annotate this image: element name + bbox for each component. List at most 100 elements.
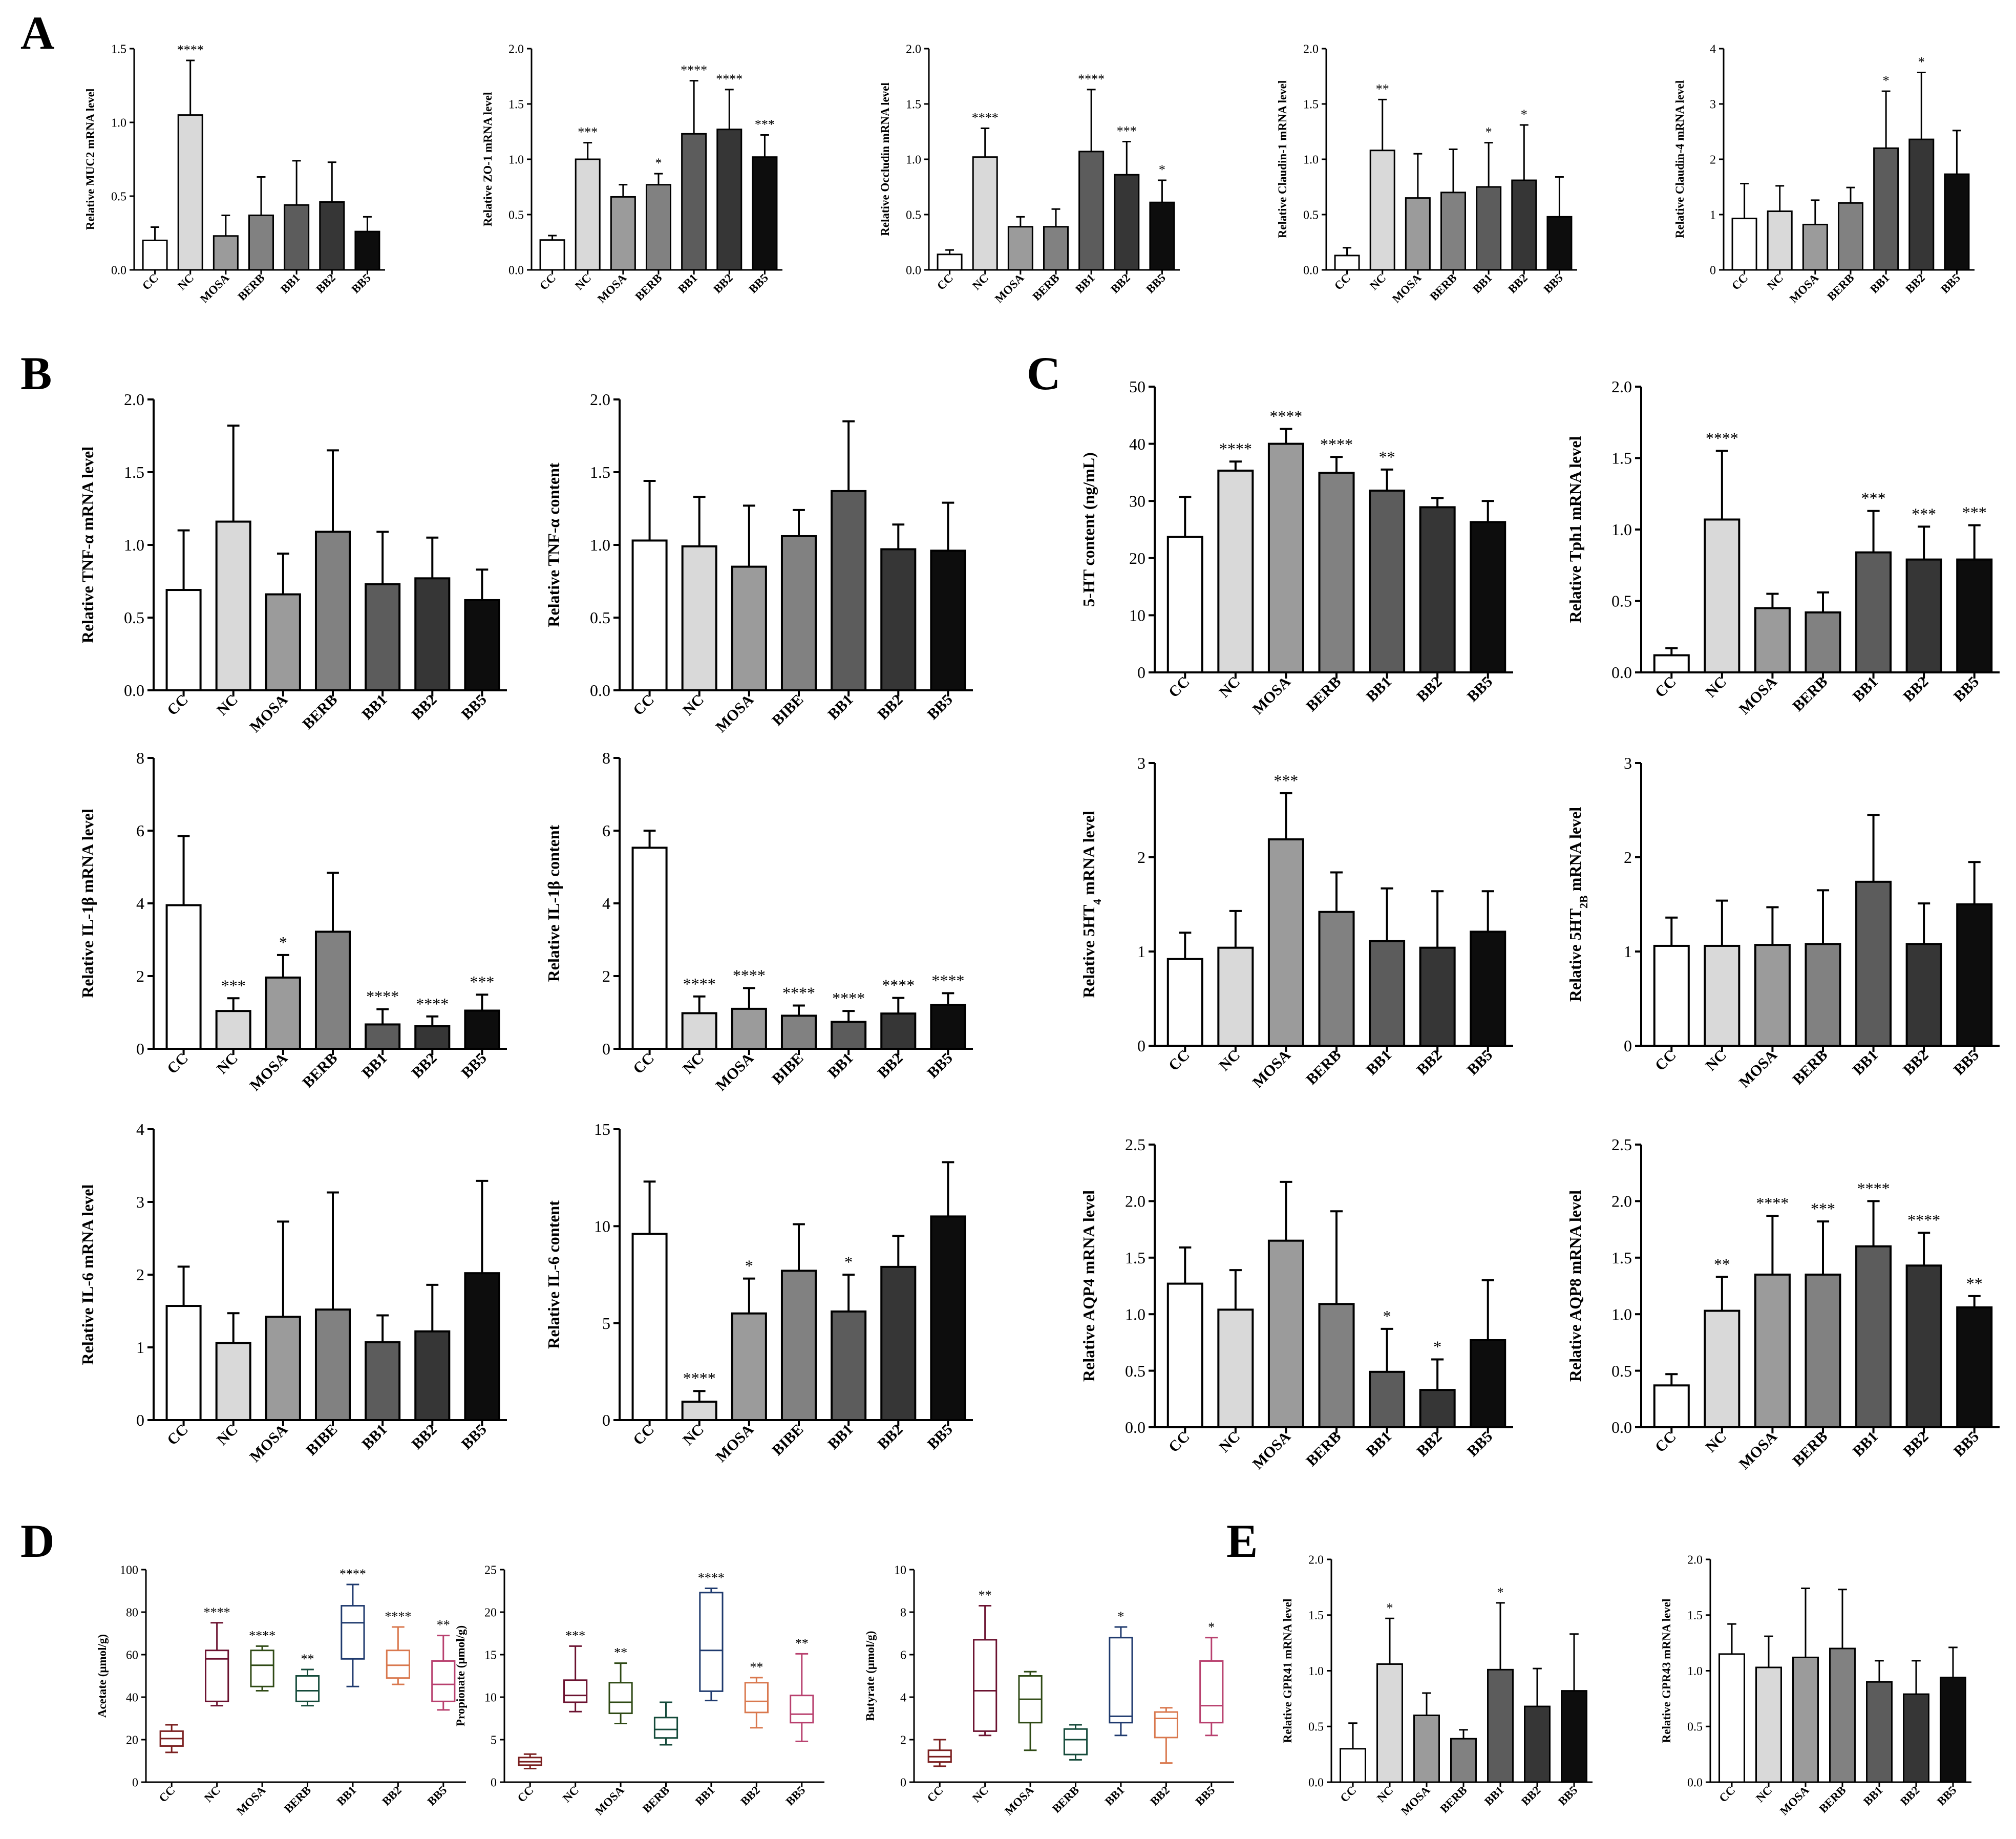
significance-c3-mosa: *** — [1274, 771, 1298, 790]
bar-a1-nc — [177, 114, 203, 271]
bar-a1-berb — [248, 214, 274, 271]
y-tick-label-a2-2: 1.0 — [508, 153, 524, 166]
significance-d1-berb: ** — [301, 1652, 314, 1666]
y-axis-label-d2: Propionate (μmol/g) — [454, 1625, 467, 1726]
bar-c6-nc — [1704, 1309, 1741, 1428]
bar-a2-cc — [539, 239, 565, 271]
significance-d3-bb1: * — [1117, 1609, 1124, 1624]
significance-c1-bb1: ** — [1379, 448, 1395, 466]
y-tick-label-e2-2: 1.0 — [1687, 1665, 1703, 1678]
bar-b2-bb2 — [880, 548, 917, 692]
chart-a2: ***************0.00.51.01.52.0CC NC MOSA BE… — [481, 43, 782, 305]
y-tick-label-b2-3: 1.5 — [590, 463, 610, 481]
y-tick-label-c2-1: 0.5 — [1611, 592, 1632, 610]
y-axis-label-b5: Relative IL-6 mRNA level — [78, 1184, 97, 1365]
bar-c1-bb5 — [1470, 521, 1506, 673]
significance-c2-bb1: *** — [1861, 489, 1886, 508]
y-tick-label-a1-2: 1.0 — [111, 116, 126, 130]
y-axis-label-a1: Relative MUC2 mRNA level — [84, 89, 97, 230]
y-axis-label-c5: Relative AQP4 mRNA level — [1079, 1190, 1098, 1382]
y-tick-label-a3-1: 0.5 — [906, 208, 921, 222]
significance-c1-mosa: **** — [1269, 407, 1302, 426]
significance-d3-bb5: * — [1208, 1620, 1215, 1635]
bar-c2-mosa — [1754, 607, 1791, 673]
y-tick-label-c5-4: 2.0 — [1125, 1192, 1145, 1211]
bar-b5-bibe — [314, 1308, 351, 1421]
bar-c3-mosa — [1267, 838, 1304, 1047]
bar-b1-berb — [314, 531, 351, 691]
y-tick-label-d1-0: 0 — [132, 1776, 138, 1789]
bar-a1-cc — [142, 239, 168, 271]
bar-c5-nc — [1217, 1308, 1254, 1428]
significance-c5-bb2: * — [1433, 1338, 1441, 1356]
bar-a4-berb — [1440, 192, 1467, 271]
y-tick-label-b6-1: 5 — [602, 1314, 610, 1333]
bar-c3-bb5 — [1470, 931, 1506, 1047]
significance-b3-bb5: *** — [470, 973, 494, 991]
bar-b4-mosa — [731, 1007, 767, 1050]
bar-c1-cc — [1166, 536, 1203, 674]
bar-b2-mosa — [731, 565, 767, 691]
bar-e2-bb2 — [1903, 1693, 1929, 1783]
significance-a3-nc: **** — [972, 111, 999, 125]
bar-a2-bb1 — [681, 133, 707, 271]
significance-a5-bb2: * — [1918, 54, 1925, 69]
significance-c6-mosa: **** — [1756, 1194, 1789, 1212]
y-tick-label-b5-2: 2 — [136, 1265, 144, 1284]
bar-a2-bb2 — [716, 129, 742, 271]
significance-a2-nc: *** — [578, 125, 598, 140]
y-tick-label-c1-1: 10 — [1129, 606, 1145, 625]
bar-c2-bb1 — [1855, 551, 1892, 674]
box-d1-bb1 — [341, 1605, 365, 1660]
y-tick-label-d2-3: 15 — [484, 1648, 497, 1662]
bar-c2-nc — [1704, 518, 1741, 673]
panel-letter-a: A — [20, 7, 54, 59]
y-tick-label-a2-1: 0.5 — [508, 208, 524, 222]
panel-letter-b: B — [20, 347, 52, 399]
bar-e2-cc — [1718, 1653, 1745, 1783]
bar-b6-bb2 — [880, 1265, 917, 1421]
bar-b3-bb5 — [464, 1009, 500, 1050]
bar-c2-bb2 — [1905, 558, 1942, 673]
y-tick-label-c3-1: 1 — [1137, 942, 1145, 961]
y-tick-label-a4-1: 0.5 — [1303, 208, 1319, 222]
bar-b1-bb5 — [464, 599, 500, 692]
significance-c6-bb5: ** — [1966, 1274, 1983, 1293]
y-tick-label-c1-3: 30 — [1129, 492, 1145, 510]
y-axis-label-c6: Relative AQP8 mRNA level — [1566, 1190, 1584, 1382]
y-tick-label-e1-3: 1.5 — [1308, 1609, 1324, 1622]
bar-a3-nc — [972, 156, 998, 271]
y-tick-label-b1-1: 0.5 — [124, 608, 144, 627]
bar-c3-nc — [1217, 946, 1254, 1047]
significance-b4-bb1: **** — [832, 989, 865, 1007]
box-d3-bb2 — [1154, 1711, 1178, 1739]
y-tick-label-b2-1: 0.5 — [590, 608, 610, 627]
y-tick-label-a3-3: 1.5 — [906, 98, 921, 111]
bar-a5-bb2 — [1908, 138, 1935, 271]
y-tick-label-c3-3: 3 — [1137, 754, 1145, 772]
box-d2-nc — [563, 1679, 588, 1703]
bar-b5-bb1 — [365, 1341, 401, 1422]
y-tick-label-a1-1: 0.5 — [111, 190, 126, 203]
bar-b4-bb1 — [831, 1021, 867, 1050]
y-tick-label-b2-4: 2.0 — [590, 390, 610, 409]
y-tick-label-b2-0: 0.0 — [590, 681, 610, 700]
bar-b3-cc — [165, 904, 202, 1050]
y-tick-label-c4-2: 2 — [1624, 848, 1632, 866]
bar-a1-bb1 — [284, 204, 310, 271]
y-tick-label-a5-0: 0 — [1710, 264, 1716, 277]
panel-letter-d: D — [20, 1515, 54, 1567]
bar-b2-cc — [631, 539, 668, 691]
box-d3-bb5 — [1199, 1660, 1224, 1724]
y-tick-label-b4-4: 8 — [602, 749, 610, 767]
y-tick-label-a4-3: 1.5 — [1303, 98, 1319, 111]
y-tick-label-e1-4: 2.0 — [1308, 1553, 1324, 1567]
y-tick-label-b3-0: 0 — [136, 1040, 144, 1058]
bar-b1-cc — [165, 589, 202, 692]
bar-b3-bb2 — [414, 1025, 451, 1050]
y-axis-label-a4: Relative Claudin-1 mRNA level — [1276, 80, 1289, 239]
y-tick-label-a4-0: 0.0 — [1303, 264, 1319, 277]
bar-b3-berb — [314, 931, 351, 1050]
